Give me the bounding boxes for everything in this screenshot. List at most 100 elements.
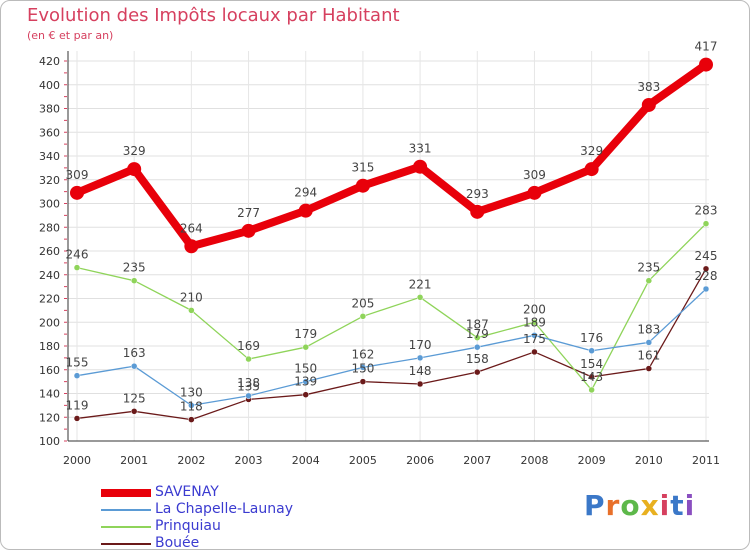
data-label: 176	[580, 331, 603, 345]
data-point	[127, 162, 142, 177]
data-point	[584, 162, 599, 177]
logo-letter: P	[584, 489, 606, 522]
x-tick-label: 2007	[463, 454, 491, 467]
logo-letter: i	[684, 489, 696, 522]
data-point	[531, 319, 538, 326]
series-line-1	[76, 288, 707, 407]
data-label: 163	[123, 346, 146, 360]
data-point	[73, 372, 81, 379]
data-label: 417	[695, 40, 718, 54]
legend-label: SAVENAY	[155, 484, 219, 500]
y-tick-label: 260	[39, 245, 60, 258]
logo-letter: r	[605, 489, 621, 522]
y-tick-label: 160	[39, 364, 60, 377]
data-point	[588, 386, 595, 394]
data-label: 235	[637, 261, 660, 275]
data-label: 154	[580, 357, 603, 371]
data-point	[188, 402, 195, 409]
y-tick-label: 400	[39, 79, 60, 92]
y-tick-label: 100	[39, 435, 60, 448]
data-point	[413, 159, 428, 174]
data-point	[702, 285, 710, 293]
series-line-0	[73, 60, 710, 251]
y-tick-label: 140	[39, 388, 60, 401]
data-label: 143	[580, 370, 603, 384]
x-tick-label: 2006	[406, 454, 434, 467]
y-tick-label: 360	[39, 126, 60, 139]
data-point	[359, 364, 367, 371]
x-tick-label: 2002	[177, 454, 205, 467]
data-point	[645, 339, 653, 346]
x-tick-label: 2008	[520, 454, 548, 467]
data-label: 221	[409, 277, 432, 291]
data-label: 130	[180, 385, 203, 399]
data-point	[302, 391, 309, 398]
data-point	[531, 332, 538, 339]
data-label: 158	[466, 352, 489, 366]
data-point	[699, 57, 713, 72]
y-tick-label: 180	[39, 340, 60, 353]
y-tick-label: 420	[39, 55, 60, 68]
data-label: 293	[466, 187, 489, 201]
legend-swatch	[101, 543, 151, 545]
data-label: 228	[695, 269, 718, 283]
data-label: 200	[523, 302, 546, 316]
data-point	[302, 378, 309, 385]
data-label: 331	[409, 142, 432, 156]
data-point	[416, 294, 424, 301]
data-label: 189	[523, 315, 546, 329]
x-tick-label: 2001	[120, 454, 148, 467]
chart-title: Evolution des Impôts locaux par Habitant	[27, 5, 400, 26]
legend-swatch	[101, 526, 151, 528]
data-label: 138	[237, 376, 260, 390]
data-label: 309	[523, 168, 546, 182]
logo-letter: x	[640, 489, 660, 522]
y-tick-label: 280	[39, 221, 60, 234]
data-point	[702, 220, 710, 227]
data-label: 383	[637, 80, 660, 94]
y-tick-label: 380	[39, 103, 60, 116]
x-tick-label: 2003	[235, 454, 263, 467]
chart-subtitle: (en € et par an)	[27, 29, 114, 42]
data-point	[359, 378, 367, 385]
data-label: 179	[294, 327, 317, 341]
legend-swatch	[101, 489, 151, 497]
data-label: 187	[466, 318, 489, 332]
data-point	[588, 373, 595, 381]
data-point	[130, 277, 138, 284]
data-point	[470, 204, 485, 219]
logo-letter: o	[620, 489, 641, 522]
proxiti-logo: Proxiti	[584, 489, 695, 522]
data-point	[474, 334, 481, 341]
data-label: 294	[294, 186, 317, 200]
data-point	[130, 408, 138, 415]
data-label: 246	[66, 248, 89, 262]
data-point	[359, 313, 367, 320]
data-label: 329	[580, 144, 603, 158]
data-label: 150	[351, 362, 374, 376]
x-tick-label: 2011	[692, 454, 720, 467]
data-point	[298, 203, 313, 218]
data-point	[73, 264, 81, 271]
data-label: 315	[351, 161, 374, 175]
data-point	[645, 277, 653, 284]
data-point	[416, 380, 424, 388]
data-point	[641, 97, 656, 112]
x-tick-label: 2000	[63, 454, 91, 467]
data-label: 210	[180, 290, 203, 304]
x-tick-label: 2005	[349, 454, 377, 467]
y-tick-label: 320	[39, 174, 60, 187]
legend-label: La Chapelle-Launay	[155, 501, 293, 517]
series-line-3	[76, 268, 707, 421]
y-tick-label: 240	[39, 269, 60, 282]
x-tick-label: 2010	[635, 454, 663, 467]
data-point	[531, 348, 538, 356]
data-point	[184, 239, 199, 254]
data-point	[241, 223, 256, 238]
y-tick-label: 120	[39, 411, 60, 424]
data-point	[355, 178, 370, 193]
data-label: 175	[523, 332, 546, 346]
data-point	[73, 415, 81, 422]
